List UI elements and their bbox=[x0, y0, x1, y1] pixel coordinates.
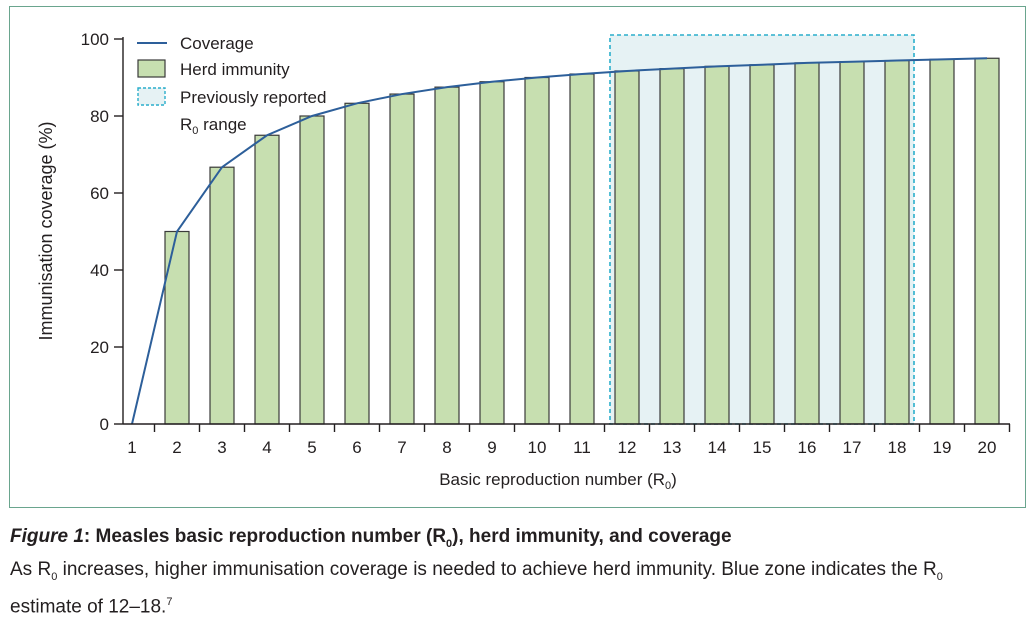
x-tick-label-12: 12 bbox=[618, 438, 637, 457]
bar-r0-3 bbox=[209, 166, 235, 425]
bar-r0-9 bbox=[479, 81, 505, 425]
chart-frame: 0 20 40 60 80 100 1 2 3 4 5 6 7 8 9 10 11 12 13 14 15 16 17 18 1… bbox=[9, 6, 1026, 508]
caption-colon: : bbox=[83, 526, 96, 547]
x-tick-label-17: 17 bbox=[843, 438, 862, 457]
x-tick-label-9: 9 bbox=[487, 438, 496, 457]
caption-title-line: Figure 1: Measles basic reproduction num… bbox=[10, 524, 1025, 557]
bar-r0-17 bbox=[839, 61, 865, 425]
x-tick-label-10: 10 bbox=[528, 438, 547, 457]
caption-body-2a: estimate of 12–18. bbox=[10, 595, 167, 617]
caption-title-end: ), herd immunity, and coverage bbox=[452, 526, 732, 547]
coverage-line bbox=[131, 57, 988, 425]
x-axis-title-sub: 0 bbox=[665, 480, 671, 492]
bar-r0-16 bbox=[794, 62, 820, 425]
x-tick-label-14: 14 bbox=[708, 438, 727, 457]
caption-body-sub-1: 0 bbox=[51, 570, 58, 583]
bar-r0-7 bbox=[389, 93, 415, 425]
x-axis-title: Basic reproduction number (R0) bbox=[439, 470, 677, 492]
bar-r0-11 bbox=[569, 73, 595, 425]
x-tick-label-5: 5 bbox=[307, 438, 316, 457]
caption-body-sub-2: 0 bbox=[936, 570, 943, 583]
x-axis-title-end: ) bbox=[671, 470, 677, 489]
legend-region-swatch bbox=[137, 87, 166, 106]
caption-body-1b: increases, higher immunisation coverage … bbox=[57, 558, 937, 580]
bar-r0-15 bbox=[749, 64, 775, 425]
bar-r0-6 bbox=[344, 102, 370, 425]
bar-r0-13 bbox=[659, 68, 685, 425]
y-tick-label-100: 100 bbox=[81, 30, 109, 49]
x-tick-label-2: 2 bbox=[172, 438, 181, 457]
legend-region-sub: 0 bbox=[192, 125, 198, 137]
bar-r0-20 bbox=[974, 57, 1000, 425]
bar-r0-12 bbox=[614, 70, 640, 425]
caption-body-line-1: As R0 increases, higher immunisation cov… bbox=[10, 557, 1025, 590]
x-tick-label-6: 6 bbox=[352, 438, 361, 457]
bar-r0-4 bbox=[254, 134, 280, 425]
figure-caption: Figure 1: Measles basic reproduction num… bbox=[10, 524, 1025, 619]
x-tick-label-18: 18 bbox=[888, 438, 907, 457]
x-tick-label-15: 15 bbox=[753, 438, 772, 457]
legend-region-r: R bbox=[180, 115, 192, 134]
caption-body-line-2: estimate of 12–18.7 bbox=[10, 590, 1025, 619]
bar-r0-5 bbox=[299, 115, 325, 425]
y-tick-label-60: 60 bbox=[90, 184, 109, 203]
legend-coverage-label: Coverage bbox=[180, 34, 254, 53]
y-tick-label-20: 20 bbox=[90, 338, 109, 357]
legend-herd-label: Herd immunity bbox=[180, 60, 290, 79]
x-tick-label-11: 11 bbox=[573, 438, 591, 457]
figure-label: Figure 1 bbox=[10, 526, 84, 547]
legend-region-label-line2: R0 range bbox=[180, 115, 247, 137]
y-tick-label-40: 40 bbox=[90, 261, 109, 280]
x-tick-label-1: 1 bbox=[127, 438, 136, 457]
x-tick-label-13: 13 bbox=[663, 438, 682, 457]
x-tick-label-20: 20 bbox=[978, 438, 997, 457]
bar-r0-2 bbox=[164, 230, 190, 425]
legend-herd-swatch bbox=[137, 59, 166, 78]
x-tick-label-3: 3 bbox=[217, 438, 226, 457]
x-tick-label-16: 16 bbox=[798, 438, 817, 457]
y-axis-title: Immunisation coverage (%) bbox=[36, 121, 56, 340]
bar-r0-19 bbox=[929, 58, 955, 425]
x-tick-label-4: 4 bbox=[262, 438, 271, 457]
caption-title-start: Measles basic reproduction number (R bbox=[95, 526, 447, 547]
bar-r0-14 bbox=[704, 65, 730, 425]
x-axis-title-main: Basic reproduction number (R bbox=[439, 470, 665, 489]
bar-r0-18 bbox=[884, 59, 910, 425]
caption-body-1a: As R bbox=[10, 558, 52, 580]
legend-region-range: range bbox=[198, 115, 246, 134]
bar-r0-10 bbox=[524, 76, 550, 425]
x-tick-label-8: 8 bbox=[442, 438, 451, 457]
bar-r0-8 bbox=[434, 86, 460, 425]
y-tick-label-80: 80 bbox=[90, 107, 109, 126]
x-tick-label-19: 19 bbox=[933, 438, 952, 457]
caption-title-sub: 0 bbox=[446, 537, 453, 550]
y-tick-label-0: 0 bbox=[100, 415, 109, 434]
caption-reference-sup: 7 bbox=[166, 595, 173, 608]
legend-region-label: Previously reported bbox=[180, 88, 326, 107]
x-tick-label-7: 7 bbox=[397, 438, 406, 457]
